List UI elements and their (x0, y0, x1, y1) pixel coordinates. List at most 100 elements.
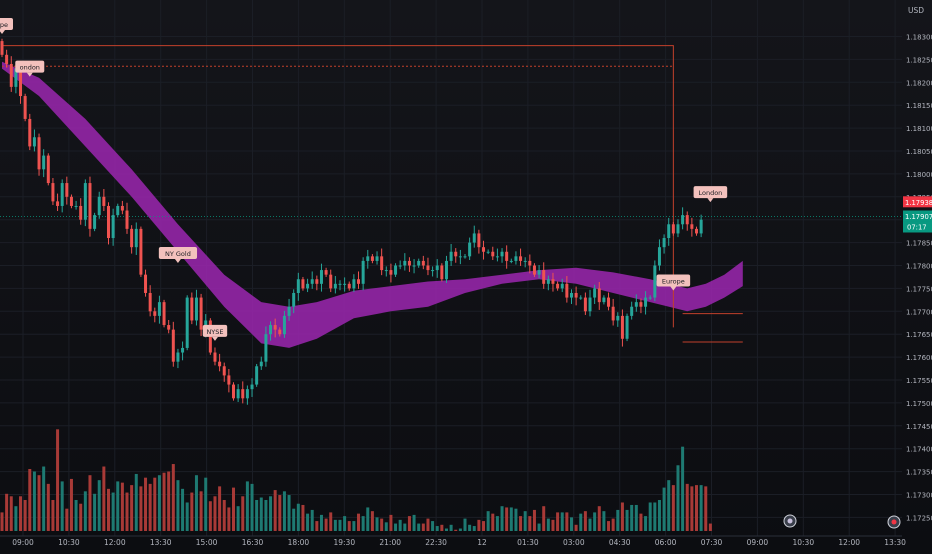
volume-bar (306, 513, 310, 531)
volume-bar (602, 511, 606, 531)
volume-bar (111, 492, 115, 531)
candle-body (232, 384, 235, 399)
volume-bar (685, 483, 689, 531)
candle-body (250, 384, 254, 390)
candle-body (171, 329, 175, 362)
candle-body (375, 256, 379, 261)
volume-bar (343, 516, 347, 531)
volume-bar (560, 512, 564, 531)
volume-bar (463, 518, 467, 531)
volume-bar (208, 501, 212, 531)
candle-body (431, 270, 435, 272)
candle-body (435, 265, 439, 271)
volume-layer (0, 429, 712, 531)
volume-bar (32, 471, 36, 531)
volume-bar (486, 511, 490, 531)
volume-bar (46, 483, 50, 531)
candle-body (56, 201, 60, 206)
volume-bar (375, 517, 379, 531)
candle-body (28, 118, 32, 147)
x-tick-label: 12:00 (104, 538, 126, 547)
x-tick-label: 21:00 (379, 538, 401, 547)
volume-bar (639, 513, 643, 531)
candle-body (102, 196, 106, 206)
volume-bar (245, 481, 249, 531)
x-tick-label: 15:00 (196, 538, 218, 547)
axis-layer: USD 09:00 10:30 12:00 13:30 15:00 16:30 18:00 1… (0, 6, 932, 547)
candle-body (46, 155, 50, 184)
volume-bar (144, 477, 148, 531)
currency-label: USD (908, 6, 924, 15)
session-label-box (693, 186, 728, 199)
candle-body (259, 361, 263, 367)
session-label: Europe (656, 274, 691, 291)
volume-bar (361, 516, 365, 531)
session-label-box (202, 324, 228, 337)
volume-bar (551, 519, 555, 531)
volume-bar (278, 495, 282, 531)
last-price-tag (903, 196, 932, 208)
y-tick-label: 1.17650 (906, 331, 932, 339)
candle-body (537, 270, 541, 275)
y-tick-label: 1.17550 (906, 377, 932, 385)
volume-bar (287, 495, 291, 531)
x-tick-label: 16:30 (242, 538, 264, 547)
session-label-pointer (0, 30, 5, 35)
candle-layer (0, 38, 703, 405)
countdown-text: 07:17 (907, 223, 927, 231)
candle-body (380, 256, 384, 271)
chart-settings-icon[interactable] (887, 515, 901, 529)
candle-body (9, 63, 13, 87)
volume-bar (93, 493, 97, 531)
volume-bar (435, 526, 439, 531)
volume-bar (440, 524, 444, 531)
candle-body (607, 297, 611, 307)
x-tick-label: 03:00 (563, 538, 585, 547)
volume-bar (519, 516, 523, 531)
ribbon-layer (2, 61, 743, 348)
volume-bar (120, 482, 124, 531)
session-label-text: ope (0, 21, 8, 29)
candle-body (648, 297, 652, 299)
candle-body (347, 283, 351, 289)
session-label-box (15, 60, 45, 73)
candle-body (583, 297, 587, 312)
candle-body (500, 251, 504, 257)
candle-body (560, 283, 564, 289)
session-label: NYSE (202, 324, 228, 341)
volume-bar (611, 518, 615, 531)
candle-body (556, 283, 560, 289)
session-label-pointer (211, 336, 218, 341)
candle-body (491, 251, 495, 257)
candle-body (264, 334, 268, 362)
y-tick-label: 1.17700 (906, 308, 932, 316)
volume-bar (412, 514, 416, 531)
candle-body (269, 325, 273, 335)
volume-bar (616, 509, 620, 531)
y-tick-label: 1.17450 (906, 423, 932, 431)
session-label-pointer (26, 72, 33, 77)
y-tick-label: 1.17750 (906, 285, 932, 293)
volume-bar (431, 521, 435, 531)
volume-bar (190, 492, 194, 531)
candle-body (282, 315, 286, 335)
candle-body (194, 297, 198, 321)
volume-bar (310, 509, 314, 531)
candle-body (630, 306, 634, 316)
pane-settings-icon[interactable] (783, 514, 797, 528)
candle-body (343, 283, 347, 285)
candle-body (468, 242, 472, 257)
volume-bar (370, 511, 374, 531)
volume-bar (630, 504, 634, 531)
session-label-box (0, 18, 13, 31)
volume-bar (667, 480, 671, 531)
x-tick-label: 09:00 (12, 538, 34, 547)
volume-bar (199, 491, 203, 531)
candle-body (32, 137, 36, 147)
volume-bar (472, 526, 476, 531)
candle-body (69, 196, 73, 206)
volume-bar (130, 485, 134, 531)
y-tick-label: 1.17300 (906, 492, 932, 500)
volume-bar (51, 500, 55, 531)
